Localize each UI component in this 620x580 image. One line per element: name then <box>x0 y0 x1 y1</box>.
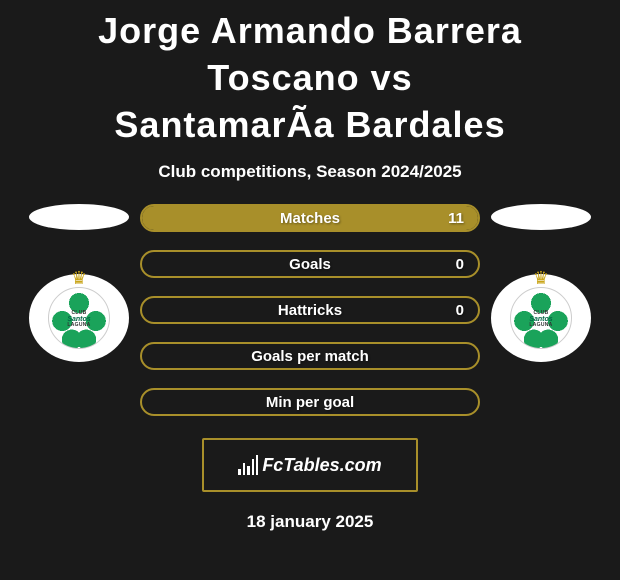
club-ball-text-right: CLUB Santos LAGUNA <box>511 311 571 328</box>
stat-pill: Hattricks0 <box>140 296 480 324</box>
barchart-icon <box>238 455 258 475</box>
stat-label: Matches <box>142 210 478 227</box>
crown-icon: ♛ <box>533 268 549 289</box>
club-badge-left: ♛ CLUB Santos LAGUNA <box>29 274 129 362</box>
stat-pill: Goals0 <box>140 250 480 278</box>
stat-label: Goals per match <box>142 348 478 365</box>
subtitle: Club competitions, Season 2024/2025 <box>0 162 620 182</box>
stat-pill: Min per goal <box>140 388 480 416</box>
branding-text: FcTables.com <box>262 455 381 476</box>
title-line-2: SantamarÃ­a Bardales <box>114 104 505 145</box>
stat-label: Hattricks <box>142 302 478 319</box>
club-ball-text-left: CLUB Santos LAGUNA <box>49 311 109 328</box>
left-player-col: ♛ CLUB Santos LAGUNA <box>24 204 134 362</box>
right-player-col: ♛ CLUB Santos LAGUNA <box>486 204 596 362</box>
club-badge-right: ♛ CLUB Santos LAGUNA <box>491 274 591 362</box>
date-line: 18 january 2025 <box>0 512 620 532</box>
player-photo-placeholder-left <box>29 204 129 230</box>
stat-value: 11 <box>448 210 464 227</box>
comparison-card: Jorge Armando Barrera Toscano vs Santama… <box>0 0 620 532</box>
stat-label: Min per goal <box>142 394 478 411</box>
title-line-1: Jorge Armando Barrera Toscano vs <box>98 10 522 98</box>
club-ball-right: CLUB Santos LAGUNA <box>510 287 572 349</box>
club-text-bot-right: LAGUNA <box>511 323 571 328</box>
page-title: Jorge Armando Barrera Toscano vs Santama… <box>0 0 620 148</box>
stat-label: Goals <box>142 256 478 273</box>
stat-value: 0 <box>456 302 464 319</box>
stat-value: 0 <box>456 256 464 273</box>
branding-badge[interactable]: FcTables.com <box>202 438 418 492</box>
club-text-bot-left: LAGUNA <box>49 323 109 328</box>
player-photo-placeholder-right <box>491 204 591 230</box>
stat-pill: Goals per match <box>140 342 480 370</box>
main-row: ♛ CLUB Santos LAGUNA Matches11Goals0Hatt… <box>0 204 620 416</box>
crown-icon: ♛ <box>71 268 87 289</box>
stats-column: Matches11Goals0Hattricks0Goals per match… <box>134 204 486 416</box>
club-ball-left: CLUB Santos LAGUNA <box>48 287 110 349</box>
stat-pill: Matches11 <box>140 204 480 232</box>
